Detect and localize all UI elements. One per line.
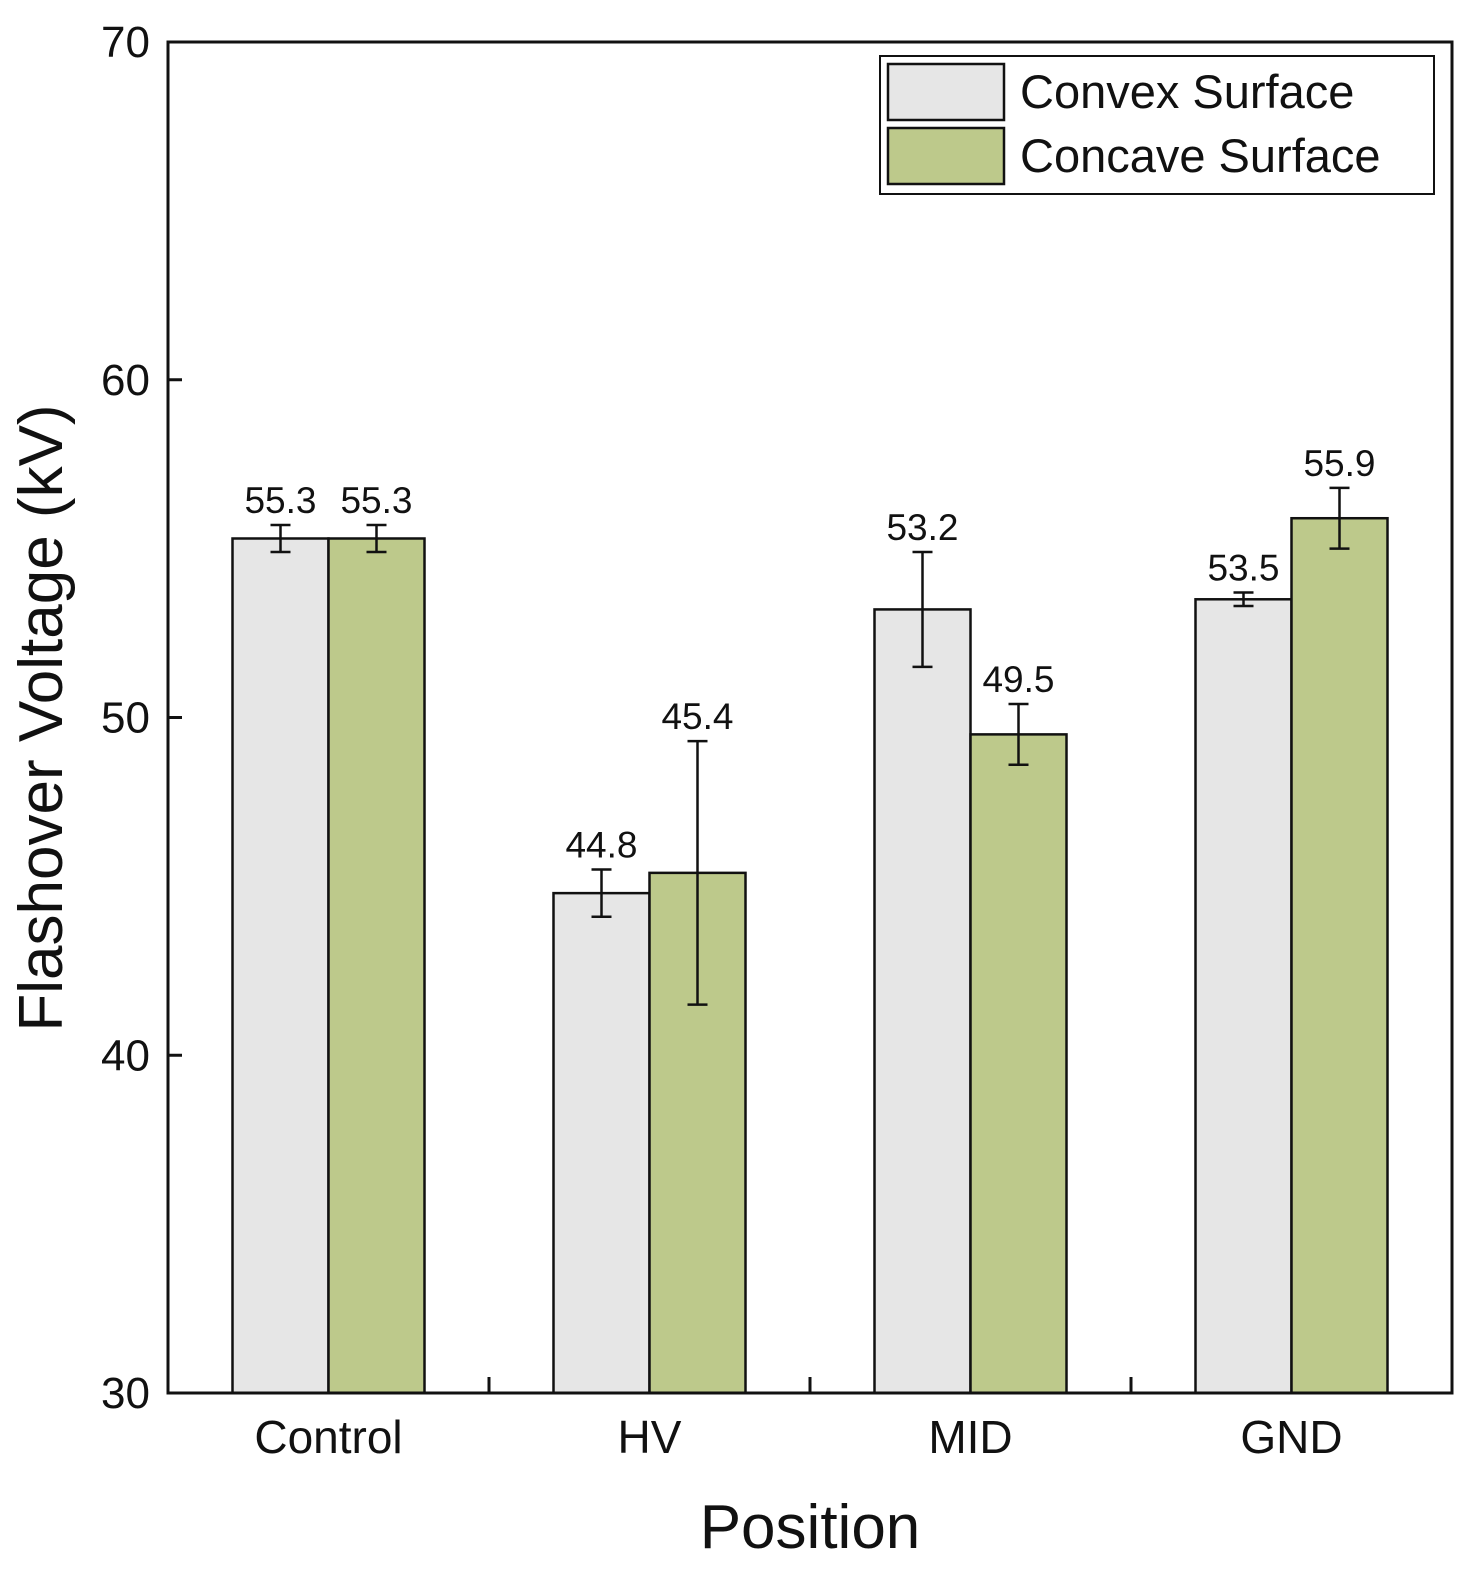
y-axis-title: Flashover Voltage (kV)	[7, 404, 76, 1031]
x-tick-label: HV	[618, 1411, 682, 1463]
legend-swatch	[886, 62, 1006, 122]
bar-gnd-convex	[1194, 598, 1293, 1395]
error-bar	[1008, 702, 1029, 767]
data-label: 44.8	[565, 824, 637, 865]
data-label: 55.9	[1303, 443, 1375, 484]
y-tick-label: 30	[101, 1369, 150, 1418]
y-tick-label: 60	[101, 356, 150, 405]
y-tick-label: 70	[101, 18, 150, 67]
data-label: 53.5	[1207, 548, 1279, 589]
y-tick-label: 40	[101, 1031, 150, 1080]
bar-mid-concave	[969, 733, 1068, 1395]
data-label: 45.4	[661, 696, 733, 737]
error-bar	[366, 523, 387, 554]
y-tick-label: 50	[101, 694, 150, 743]
error-bar	[687, 739, 708, 1006]
bar-control-convex	[231, 537, 330, 1395]
error-bar	[1233, 591, 1254, 608]
error-bar	[270, 523, 291, 554]
legend-label: Concave Surface	[1020, 129, 1381, 182]
legend: Convex Surface Concave Surface	[879, 55, 1435, 195]
data-label: 55.3	[244, 480, 316, 521]
legend-swatch	[886, 126, 1006, 186]
error-bar	[591, 868, 612, 919]
x-tick-label: GND	[1240, 1411, 1342, 1463]
data-label: 55.3	[340, 480, 412, 521]
bar-gnd-concave	[1290, 516, 1389, 1395]
bar-mid-convex	[873, 608, 972, 1395]
error-bar	[912, 550, 933, 669]
x-tick-label: MID	[928, 1411, 1012, 1463]
error-bar	[1329, 486, 1350, 550]
data-label: 49.5	[982, 659, 1054, 700]
x-axis-title: Position	[700, 1493, 921, 1562]
legend-label: Convex Surface	[1020, 65, 1354, 118]
bar-hv-convex	[552, 891, 651, 1395]
data-label: 53.2	[886, 507, 958, 548]
bar-control-concave	[327, 537, 426, 1395]
x-tick-label: Control	[254, 1411, 402, 1463]
